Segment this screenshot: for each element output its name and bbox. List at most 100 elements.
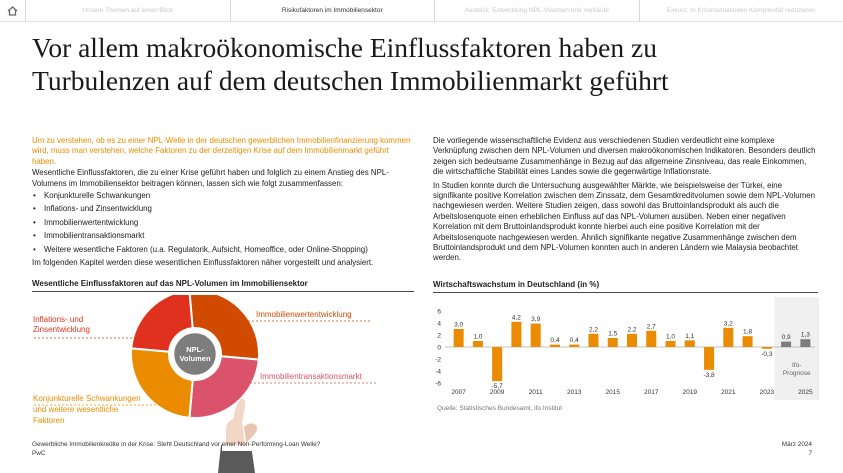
bar-value-label: 0,4 bbox=[570, 337, 579, 344]
hand-illustration bbox=[218, 398, 258, 473]
chart-source: Quelle: Statistisches Bundesamt, ifo Ins… bbox=[437, 405, 563, 412]
bar-value-label: 4,2 bbox=[512, 314, 521, 321]
bar-value-label: 1,0 bbox=[666, 334, 675, 341]
page-title-line-1: Vor allem makroökonomische Einflussfakto… bbox=[32, 32, 657, 63]
label-cyclical-1: Konjunkturelle Schwankungen bbox=[33, 394, 141, 403]
tab-exkurs[interactable]: Exkurs: In Krisensituationen Komplexität… bbox=[666, 7, 816, 14]
wheel-heading-rule bbox=[32, 291, 414, 292]
lead-paragraph: Wesentliche Einflussfaktoren, die zu ein… bbox=[32, 168, 389, 188]
chart-bar bbox=[704, 347, 715, 370]
wheel-center-label-2: Volumen bbox=[179, 354, 211, 363]
wheel-segment-value bbox=[188, 289, 260, 361]
tab-ausblick[interactable]: Ausblick: Entwicklung NPL-Volumen und Ve… bbox=[435, 0, 640, 22]
bar-value-label: 0,4 bbox=[550, 337, 559, 344]
label-inflation-2: Zinsentwicklung bbox=[33, 325, 90, 334]
x-tick-label: 2017 bbox=[644, 389, 659, 396]
right-text-column: Die vorliegende wissenschaftliche Eviden… bbox=[433, 136, 818, 267]
intro-paragraph: Um zu verstehen, ob es zu einer NPL-Well… bbox=[32, 136, 411, 166]
bar-value-label: 3,0 bbox=[454, 322, 463, 329]
bar-value-label: -0,3 bbox=[761, 351, 773, 358]
evidence-paragraph-2: In Studien konnte durch die Untersuchung… bbox=[433, 180, 815, 263]
x-tick-label: 2021 bbox=[721, 389, 736, 396]
y-tick-label: -2 bbox=[435, 356, 441, 363]
footer-right: März 2024 7 bbox=[772, 440, 812, 458]
chart-title: Wirtschaftswachstum in Deutschland (in %… bbox=[433, 280, 600, 289]
factor-wheel-diagram: NPL- Volumen Inflations- und Zinsentwick… bbox=[28, 289, 428, 473]
chart-bar bbox=[569, 344, 580, 347]
chart-bar bbox=[492, 347, 503, 382]
factor-list-item: Immobilienwertentwicklung bbox=[32, 218, 414, 229]
footer-left: Gewerbliche Immobilienkredite in der Kri… bbox=[32, 440, 320, 458]
chart-bar bbox=[453, 329, 464, 347]
closing-paragraph: Im folgenden Kapitel werden diese wesent… bbox=[32, 258, 374, 268]
gdp-growth-chart: Ifo- Prognose 6 4 2 0 -2 -4 -6 3,0 1,0 -5,7 4,2 3,9 0,… bbox=[425, 297, 825, 402]
y-tick-label: 4 bbox=[437, 320, 441, 327]
chart-bar bbox=[472, 341, 483, 347]
x-tick-label: 2015 bbox=[606, 389, 621, 396]
factor-list-item: Inflations- und Zinsentwicklung bbox=[32, 204, 414, 215]
chart-bar bbox=[549, 344, 560, 347]
y-tick-label: 2 bbox=[437, 332, 441, 339]
x-tick-label: 2007 bbox=[451, 389, 466, 396]
chart-bar bbox=[800, 339, 811, 347]
label-cyclical-2: und weitere wesentliche bbox=[33, 405, 119, 414]
chart-bar bbox=[530, 323, 541, 347]
chart-bar bbox=[511, 321, 522, 347]
factor-list-item: Weitere wesentliche Faktoren (u.a. Regul… bbox=[32, 245, 414, 256]
bar-value-label: 1,1 bbox=[685, 333, 694, 340]
x-tick-label: 2011 bbox=[529, 389, 543, 396]
x-tick-label: 2019 bbox=[683, 389, 698, 396]
top-navigation: Unsere Themen auf einen Blick Risikofakt… bbox=[0, 0, 843, 22]
label-inflation-1: Inflations- und bbox=[33, 315, 83, 324]
bar-value-label: -5,7 bbox=[492, 383, 504, 390]
forecast-label: Ifo- bbox=[792, 362, 801, 369]
chart-bar bbox=[646, 330, 657, 347]
page-title: Vor allem makroökonomische Einflussfakto… bbox=[32, 31, 822, 97]
label-cyclical-3: Faktoren bbox=[33, 416, 65, 425]
chart-bar bbox=[665, 341, 676, 347]
y-tick-label: 6 bbox=[437, 308, 441, 315]
y-tick-label: -4 bbox=[435, 368, 441, 375]
bar-value-label: 1,3 bbox=[801, 332, 810, 339]
chart-bar bbox=[607, 338, 618, 347]
factor-list-item: Immobilientransaktionsmarkt bbox=[32, 231, 414, 242]
chart-bar bbox=[742, 336, 753, 347]
chart-bar bbox=[761, 347, 772, 349]
chart-bar bbox=[626, 333, 638, 347]
chart-bar bbox=[588, 333, 599, 347]
y-tick-label: -6 bbox=[435, 380, 441, 387]
chart-bar bbox=[723, 327, 734, 347]
forecast-background bbox=[774, 297, 819, 400]
bar-value-label: 1,5 bbox=[608, 331, 617, 338]
factor-list-item: Konjunkturelle Schwankungen bbox=[32, 191, 414, 202]
bar-value-label: 0,9 bbox=[782, 334, 791, 341]
home-button[interactable] bbox=[0, 0, 26, 22]
tab-risikofaktoren[interactable]: Risikofaktoren im Immobiliensektor bbox=[231, 0, 435, 22]
bar-value-label: 1,0 bbox=[473, 334, 482, 341]
x-tick-label: 2013 bbox=[567, 389, 582, 396]
wheel-heading: Wesentliche Einflussfaktoren auf das NPL… bbox=[32, 279, 308, 288]
footer-date: März 2024 bbox=[781, 441, 812, 448]
page-number: 7 bbox=[808, 450, 812, 457]
x-tick-label: 2025 bbox=[798, 389, 813, 396]
footer-brand: PwC bbox=[32, 450, 46, 457]
left-text-column: Um zu verstehen, ob es zu einer NPL-Well… bbox=[32, 136, 414, 269]
evidence-paragraph-1: Die vorliegende wissenschaftliche Eviden… bbox=[433, 136, 816, 177]
x-tick-label: 2009 bbox=[490, 389, 505, 396]
y-tick-label: 0 bbox=[437, 344, 441, 351]
wheel-center-label-1: NPL- bbox=[186, 345, 204, 354]
wheel-segment-transaction bbox=[188, 355, 260, 419]
wheel-segment-cyclical bbox=[130, 347, 194, 419]
chart-title-rule bbox=[433, 292, 818, 293]
chart-bar bbox=[684, 340, 695, 347]
tab-themen[interactable]: Unsere Themen auf einen Blick bbox=[26, 0, 231, 22]
wheel-center bbox=[171, 330, 219, 378]
bar-value-label: 3,2 bbox=[724, 320, 733, 327]
page-title-line-2: Turbulenzen auf dem deutschen Immobilien… bbox=[32, 65, 669, 96]
bar-value-label: 1,8 bbox=[743, 329, 752, 336]
bar-value-label: 2,2 bbox=[589, 326, 598, 333]
home-icon bbox=[7, 5, 18, 16]
footer-report-title: Gewerbliche Immobilienkredite in der Kri… bbox=[32, 441, 321, 448]
label-value: Immobilienwertentwicklung bbox=[256, 310, 352, 319]
bar-value-label: 2,7 bbox=[647, 323, 656, 330]
